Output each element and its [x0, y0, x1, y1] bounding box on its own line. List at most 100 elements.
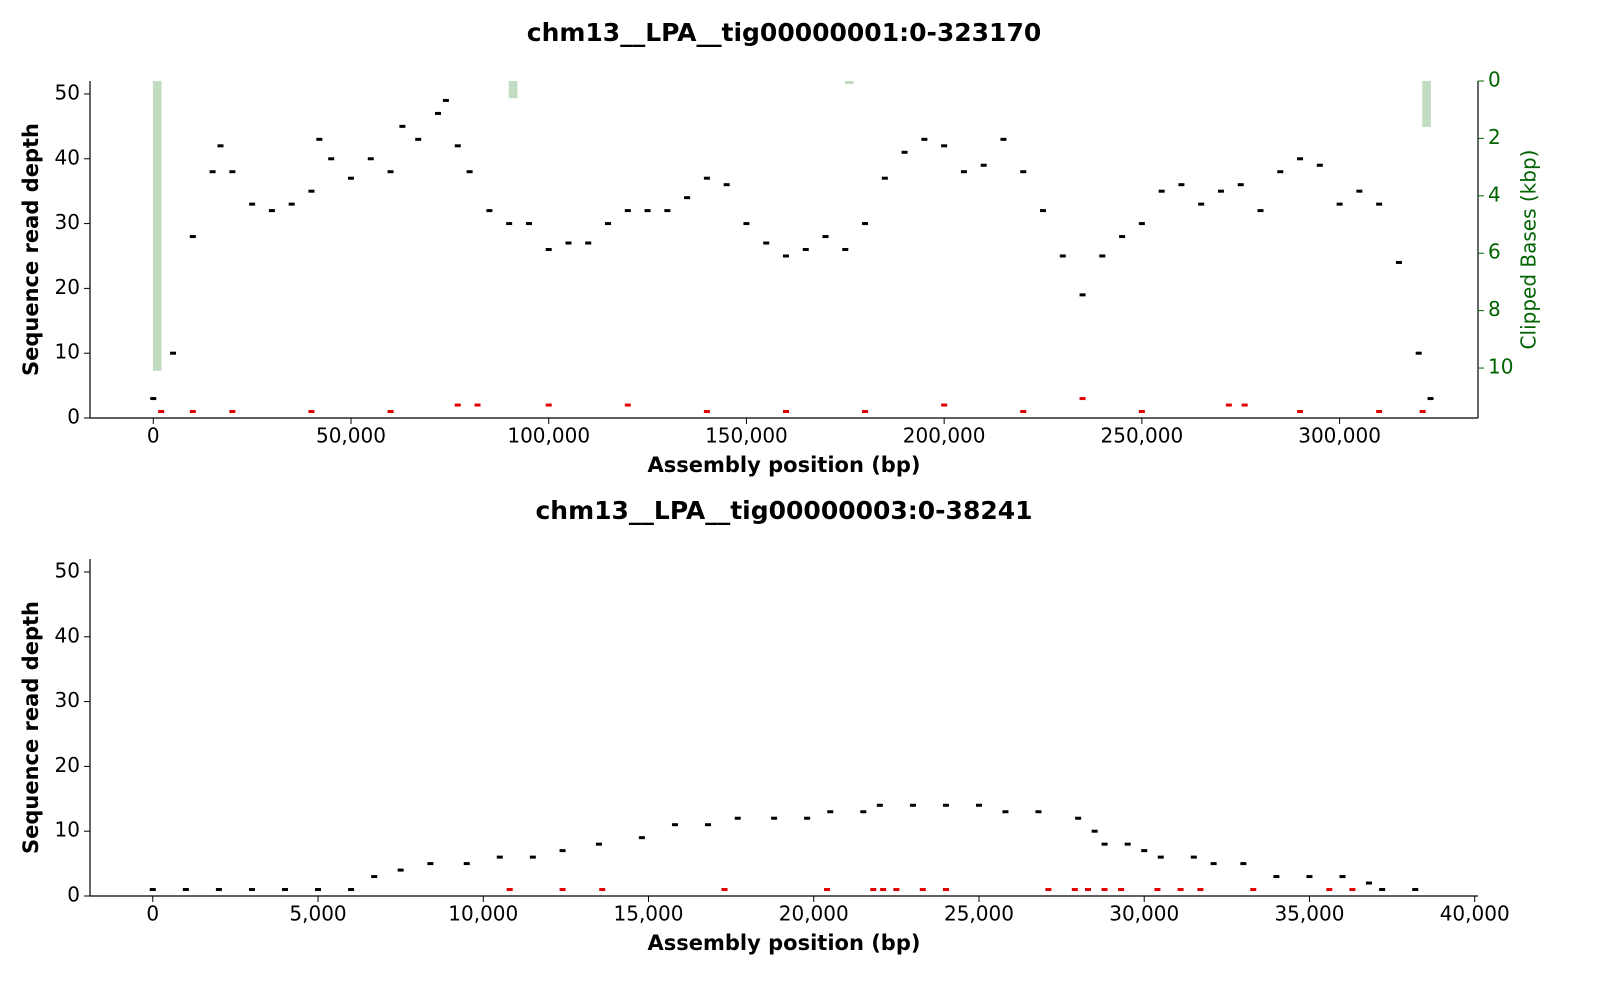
depth-point: [506, 888, 513, 892]
depth-point: [1045, 888, 1052, 892]
depth-point: [1210, 862, 1217, 866]
x-tick-label: 5,000: [289, 902, 346, 926]
depth-point: [1376, 202, 1383, 206]
depth-point: [1197, 888, 1204, 892]
depth-point: [525, 222, 532, 226]
depth-point: [371, 875, 378, 879]
depth-point: [1157, 855, 1164, 859]
depth-point: [1257, 209, 1264, 213]
depth-point: [387, 170, 394, 174]
depth-point: [454, 144, 461, 148]
y-tick-label: 10: [55, 340, 80, 364]
depth-point: [466, 170, 473, 174]
y2-tick-label: 2: [1488, 125, 1501, 149]
depth-point: [975, 803, 982, 807]
depth-point: [704, 823, 711, 827]
depth-point: [1190, 855, 1197, 859]
y-tick-label: 40: [55, 623, 80, 647]
x-tick-label: 20,000: [779, 902, 849, 926]
depth-point: [723, 183, 730, 187]
depth-point: [585, 241, 592, 245]
depth-point: [771, 816, 778, 820]
depth-point: [1154, 888, 1161, 892]
y-tick-label: 20: [55, 275, 80, 299]
y-tick-label: 30: [55, 210, 80, 234]
y2-tick-label: 8: [1488, 297, 1501, 321]
x-tick-label: 0: [146, 902, 159, 926]
depth-point: [189, 410, 196, 414]
depth-point: [804, 816, 811, 820]
depth-point: [595, 842, 602, 846]
depth-point: [387, 410, 394, 414]
depth-point: [315, 888, 322, 892]
depth-point: [189, 235, 196, 239]
depth-point: [348, 888, 355, 892]
depth-point: [1177, 888, 1184, 892]
depth-point: [415, 137, 422, 141]
depth-point: [399, 124, 406, 128]
depth-point: [1306, 875, 1313, 879]
depth-point: [1085, 888, 1092, 892]
depth-point: [1099, 254, 1106, 258]
depth-point: [308, 189, 315, 193]
depth-point: [1141, 849, 1148, 853]
depth-point: [734, 816, 741, 820]
depth-point: [486, 209, 493, 213]
clipped-bar: [508, 81, 518, 99]
depth-point: [1349, 888, 1356, 892]
depth-point: [1020, 170, 1027, 174]
x-tick-label: 25,000: [944, 902, 1014, 926]
depth-point: [1198, 202, 1205, 206]
depth-point: [367, 157, 374, 161]
x-tick-label: 100,000: [507, 424, 590, 448]
x-tick-label: 200,000: [903, 424, 986, 448]
depth-point: [782, 410, 789, 414]
depth-point: [1158, 189, 1165, 193]
y-tick-label: 50: [55, 558, 80, 582]
depth-point: [876, 803, 883, 807]
depth-point: [881, 176, 888, 180]
depth-point: [1119, 235, 1126, 239]
depth-point: [545, 403, 552, 407]
depth-point: [942, 888, 949, 892]
depth-point: [397, 868, 404, 872]
depth-point: [529, 855, 536, 859]
depth-point: [664, 209, 671, 213]
depth-point: [1225, 403, 1232, 407]
depth-point: [1020, 410, 1027, 414]
depth-point: [427, 862, 434, 866]
depth-point: [893, 888, 900, 892]
depth-point: [1138, 222, 1145, 226]
y-tick-label: 50: [55, 80, 80, 104]
depth-point: [1316, 163, 1323, 167]
depth-point: [209, 170, 216, 174]
depth-point: [1101, 842, 1108, 846]
depth-point: [248, 888, 255, 892]
depth-point: [182, 888, 189, 892]
x-tick-label: 40,000: [1440, 902, 1510, 926]
depth-point: [823, 888, 830, 892]
depth-point: [743, 222, 750, 226]
depth-point: [802, 248, 809, 251]
x-axis-label: Assembly position (bp): [648, 931, 921, 955]
y2-tick-label: 10: [1488, 355, 1513, 379]
chart-title: chm13__LPA__tig00000003:0-38241: [535, 496, 1032, 525]
depth-point: [980, 163, 987, 167]
y-tick-label: 0: [67, 405, 80, 429]
depth-point: [1138, 410, 1145, 414]
depth-point: [1091, 829, 1098, 833]
depth-point: [1101, 888, 1108, 892]
depth-point: [1250, 888, 1257, 892]
y-tick-label: 0: [67, 883, 80, 907]
depth-point: [1297, 157, 1304, 161]
depth-point: [1040, 209, 1047, 213]
depth-point: [1339, 875, 1346, 879]
depth-point: [941, 403, 948, 407]
depth-point: [763, 241, 770, 245]
chart-title: chm13__LPA__tig00000001:0-323170: [527, 18, 1041, 47]
x-tick-label: 35,000: [1274, 902, 1344, 926]
depth-point: [1379, 888, 1386, 892]
depth-point: [281, 888, 288, 892]
depth-point: [215, 888, 222, 892]
